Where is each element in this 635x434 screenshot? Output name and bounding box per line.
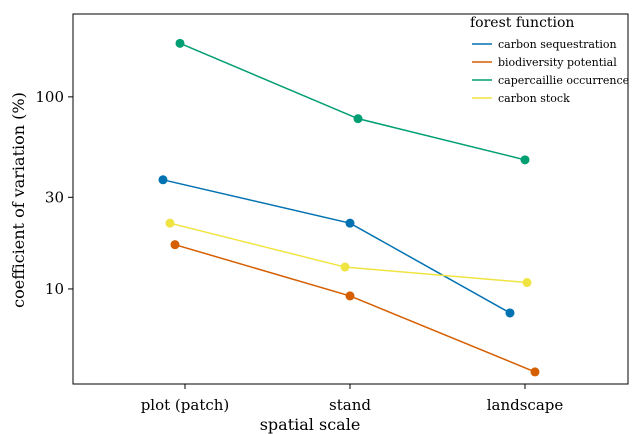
x-axis-ticks: plot (patch) stand landscape — [141, 384, 564, 414]
data-point — [522, 278, 532, 288]
data-point — [170, 240, 180, 250]
data-point — [505, 308, 515, 318]
legend-label: carbon sequestration — [498, 38, 617, 51]
data-point — [345, 291, 355, 301]
series-layer — [158, 38, 540, 377]
series-line — [162, 179, 511, 314]
x-tick-label: stand — [329, 396, 371, 414]
y-tick-label: 100 — [35, 88, 64, 106]
series-line — [174, 243, 536, 373]
series-line — [169, 222, 528, 284]
y-axis-label: coefficient of variation (%) — [9, 92, 28, 308]
legend-label: biodiversity potential — [498, 56, 617, 69]
y-axis-ticks: 10 30 100 — [35, 88, 73, 298]
x-tick-label: landscape — [487, 396, 564, 414]
data-point — [340, 262, 350, 272]
series-line — [179, 42, 526, 161]
x-axis-label: spatial scale — [260, 415, 361, 434]
data-point — [520, 155, 530, 165]
legend-label: carbon stock — [498, 92, 570, 105]
y-tick-label: 10 — [45, 280, 64, 298]
legend: forest function carbon sequestration biod… — [470, 15, 629, 105]
data-point — [158, 175, 168, 185]
legend-title: forest function — [470, 15, 574, 31]
data-point — [175, 38, 185, 48]
data-point — [353, 114, 363, 124]
data-point — [345, 218, 355, 228]
data-point — [530, 367, 540, 377]
plot-frame — [72, 13, 629, 385]
x-tick-label: plot (patch) — [141, 396, 230, 414]
data-point — [165, 218, 175, 228]
y-tick-label: 30 — [45, 188, 64, 206]
legend-label: capercaillie occurrence — [498, 74, 629, 87]
